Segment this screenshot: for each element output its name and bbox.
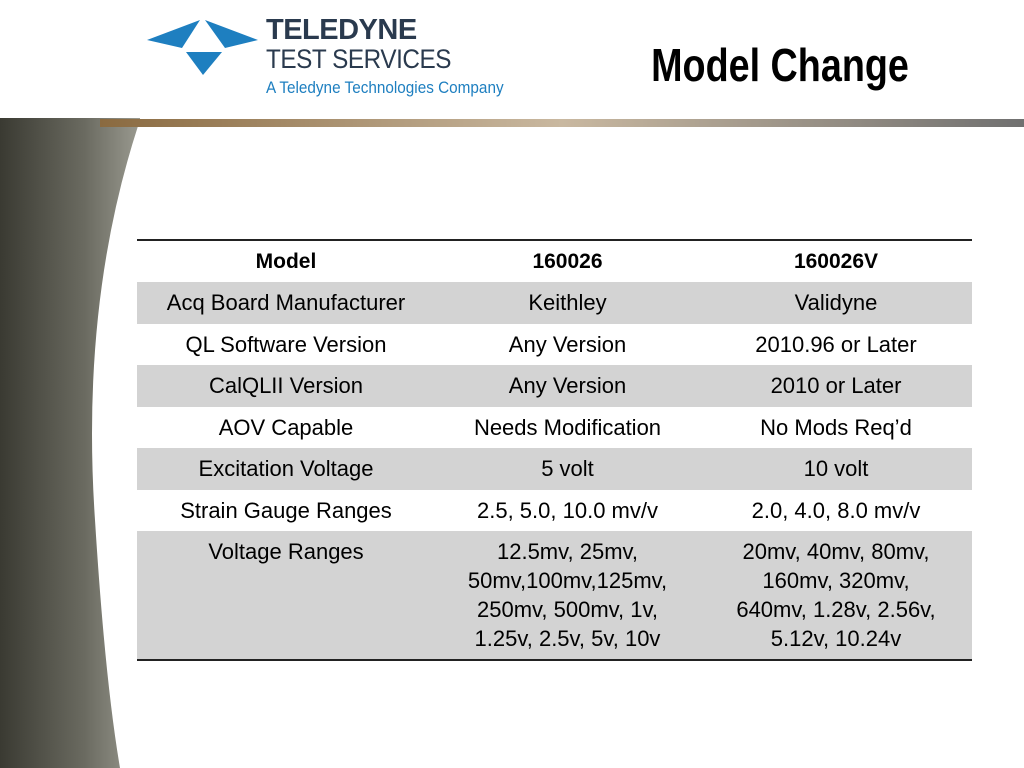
table-cell: Any Version xyxy=(435,324,700,366)
cell-line: 2010.96 or Later xyxy=(755,331,917,357)
cell-line: Acq Board Manufacturer xyxy=(166,290,406,315)
cell-line: No Mods Req’d xyxy=(760,414,912,440)
table-cell: 5 volt xyxy=(435,448,700,490)
cell-line: 12.5mv, 25mv, xyxy=(496,539,638,564)
cell-line: 640mv, 1.28v, 2.56v, xyxy=(736,597,936,622)
table-cell: CalQLII Version xyxy=(137,365,435,407)
cell-line: Keithley xyxy=(528,290,607,315)
table-cell: Excitation Voltage xyxy=(137,448,435,490)
table-cell: Needs Modification xyxy=(435,407,700,449)
table-row: Strain Gauge Ranges 2.5, 5.0, 10.0 mv/v 2.… xyxy=(137,490,972,532)
table-row: Acq Board Manufacturer Keithley Validyne xyxy=(137,282,972,324)
cell-line: 160mv, 320mv, xyxy=(762,568,910,593)
logo-name: TELEDYNE xyxy=(266,14,417,46)
table-cell: Acq Board Manufacturer xyxy=(137,282,435,324)
cell-line: CalQLII Version xyxy=(208,373,364,398)
table-cell: Voltage Ranges xyxy=(137,531,435,661)
cell-line: AOV Capable xyxy=(218,414,354,440)
table-cell: 2010 or Later xyxy=(700,365,972,407)
cell-line: 50mv,100mv,125mv, xyxy=(467,568,668,593)
cell-line: Validyne xyxy=(794,290,878,315)
cell-line: Needs Modification xyxy=(473,414,662,440)
cell-line: 10 volt xyxy=(803,456,869,481)
cell-line: Voltage Ranges xyxy=(208,539,364,564)
column-header: Model xyxy=(137,239,435,282)
table-cell: 12.5mv, 25mv, 50mv,100mv,125mv, 250mv, 500… xyxy=(435,531,700,661)
table-cell: 20mv, 40mv, 80mv, 160mv, 320mv, 640mv, 1.2… xyxy=(700,531,972,661)
table-cell: Strain Gauge Ranges xyxy=(137,490,435,532)
table-row: AOV Capable Needs Modification No Mods Req… xyxy=(137,407,972,449)
table-row: QL Software Version Any Version 2010.96 or… xyxy=(137,324,972,366)
table-cell: AOV Capable xyxy=(137,407,435,449)
cell-line: Any Version xyxy=(508,373,627,398)
cell-line: 1.25v, 2.5v, 5v, 10v xyxy=(474,626,661,651)
cell-line: 2.5, 5.0, 10.0 mv/v xyxy=(477,497,658,523)
cell-line: 2010 or Later xyxy=(770,373,902,398)
table-cell: 10 volt xyxy=(700,448,972,490)
cell-line: 2.0, 4.0, 8.0 mv/v xyxy=(751,497,921,523)
table-cell: Any Version xyxy=(435,365,700,407)
cell-line: Excitation Voltage xyxy=(198,456,374,481)
table-cell: 2.5, 5.0, 10.0 mv/v xyxy=(435,490,700,532)
table-cell: 2.0, 4.0, 8.0 mv/v xyxy=(700,490,972,532)
cell-line: QL Software Version xyxy=(185,331,387,357)
table-cell: Validyne xyxy=(700,282,972,324)
cell-line: 250mv, 500mv, 1v, xyxy=(477,597,658,622)
cell-line: Any Version xyxy=(508,331,627,357)
cell-line: 5.12v, 10.24v xyxy=(770,626,902,651)
table-row: CalQLII Version Any Version 2010 or Later xyxy=(137,365,972,407)
table-cell: 2010.96 or Later xyxy=(700,324,972,366)
table-row: Excitation Voltage 5 volt 10 volt xyxy=(137,448,972,490)
table-cell: No Mods Req’d xyxy=(700,407,972,449)
cell-line: 20mv, 40mv, 80mv, xyxy=(742,539,930,564)
logo-division: TEST SERVICES xyxy=(266,44,452,74)
comparison-table: Model 160026 160026V Acq Board Manufacture… xyxy=(137,239,972,661)
column-header: 160026 xyxy=(435,239,700,282)
cell-line: 5 volt xyxy=(541,456,594,481)
header-row: Model 160026 160026V xyxy=(137,239,972,282)
table-cell: QL Software Version xyxy=(137,324,435,366)
slide-title: Model Change xyxy=(651,39,909,91)
table-row: Voltage Ranges 12.5mv, 25mv, 50mv,100mv,12… xyxy=(137,531,972,661)
cell-line: Strain Gauge Ranges xyxy=(180,497,392,523)
table-cell: Keithley xyxy=(435,282,700,324)
column-header: 160026V xyxy=(700,239,972,282)
logo-tagline: A Teledyne Technologies Company xyxy=(266,78,504,97)
